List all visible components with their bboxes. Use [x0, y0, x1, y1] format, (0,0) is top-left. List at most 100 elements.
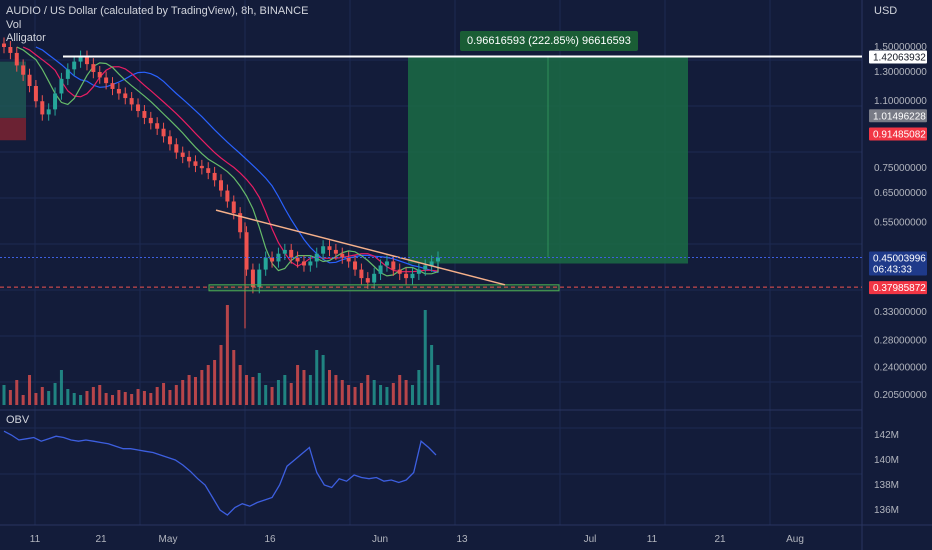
candle-body: [219, 180, 223, 191]
candle-body: [225, 190, 230, 202]
candle-body: [353, 261, 358, 270]
price-tag-value: 0.37985872: [873, 283, 926, 294]
volume-bar: [213, 360, 217, 405]
candle-body: [282, 249, 287, 254]
candle-body: [436, 257, 440, 262]
price-tick-label: 0.33000000: [874, 307, 927, 318]
price-tag-value: 1.01496228: [873, 111, 926, 122]
volume-bar: [366, 375, 370, 405]
candle-body: [193, 161, 198, 166]
volume-bar: [328, 370, 331, 405]
volume-bar: [340, 380, 344, 405]
time-tick-label: 11: [647, 534, 658, 545]
volume-bar: [379, 385, 383, 405]
volume-bar: [59, 370, 63, 405]
volume-bar: [85, 391, 89, 405]
candle-body: [174, 144, 179, 153]
price-tag-bg: [869, 251, 927, 276]
volume-bar: [206, 365, 210, 405]
volume-bar: [15, 380, 19, 405]
volume-bar: [47, 391, 51, 405]
volume-bar: [79, 395, 83, 405]
volume-bar: [123, 392, 127, 405]
volume-bar: [162, 383, 166, 405]
candle-body: [365, 278, 370, 283]
obv-tick-label: 140M: [874, 455, 899, 466]
position-label[interactable]: 0.96616593 (222.85%) 96616593: [460, 31, 638, 51]
candle-body: [346, 257, 351, 262]
volume-bar: [334, 375, 338, 405]
volume-bar: [315, 350, 319, 405]
time-tick-label: 21: [714, 534, 726, 545]
candle-body: [167, 136, 172, 145]
candle-body: [321, 246, 326, 254]
volume-bar: [385, 387, 389, 405]
candle-body: [429, 261, 434, 266]
candle-body: [123, 93, 128, 99]
volume-indicator-label[interactable]: Vol: [6, 19, 22, 31]
volume-bar: [417, 370, 421, 405]
alligator-jaw-line: [35, 46, 439, 273]
time-tick-label: May: [159, 534, 178, 545]
price-tick-label: 0.55000000: [874, 217, 927, 228]
candle-body: [295, 257, 300, 262]
candle-body: [244, 232, 249, 270]
volume-bar: [104, 393, 108, 405]
candle-body: [59, 78, 64, 94]
volume-bar: [8, 390, 12, 405]
candle-body: [327, 246, 332, 250]
candle-body: [2, 43, 6, 47]
volume-bar: [219, 345, 223, 405]
volume-bar: [174, 385, 178, 405]
candle-body: [104, 77, 109, 84]
alligator-lips-line: [16, 46, 439, 277]
volume-bar: [410, 385, 414, 405]
candle-body: [53, 93, 58, 110]
candle-body: [187, 156, 192, 162]
candle-body: [129, 98, 134, 105]
volume-bar: [398, 375, 402, 405]
volume-bar: [251, 377, 255, 405]
obv-tick-label: 136M: [874, 505, 899, 516]
candle-body: [270, 257, 275, 262]
chart-drawings[interactable]: [0, 55, 862, 292]
volume-bar: [225, 305, 229, 405]
volume-bar: [391, 383, 395, 405]
volume-bar: [111, 395, 114, 405]
volume-bar: [98, 385, 102, 405]
symbol-title[interactable]: AUDIO / US Dollar (calculated by Trading…: [6, 5, 309, 17]
price-tick-label: 0.20500000: [874, 390, 927, 401]
volume-bar: [232, 350, 236, 405]
price-tick-label: 1.10000000: [874, 96, 927, 107]
time-tick-label: Jul: [584, 534, 597, 545]
volume-bar: [296, 365, 300, 405]
candle-body: [359, 269, 364, 279]
price-axis: 1.50000000 1.30000000 1.10000000 0.75000000…: [869, 42, 927, 401]
price-tick-label: 1.50000000: [874, 42, 927, 53]
candle-body: [333, 249, 338, 254]
candle-body: [206, 168, 211, 173]
alligator-teeth-line: [22, 46, 439, 273]
candle-body: [116, 88, 121, 94]
candle-body: [391, 261, 396, 270]
alligator-indicator-label[interactable]: Alligator: [6, 32, 46, 44]
obv-indicator-label[interactable]: OBV: [6, 414, 30, 426]
volume-bar: [155, 387, 159, 405]
candle-body: [14, 52, 19, 66]
candle-body: [78, 56, 83, 62]
candle-body: [72, 61, 77, 70]
currency-label[interactable]: USD: [874, 5, 898, 17]
volume-bar: [257, 373, 261, 405]
candle-body: [65, 69, 70, 79]
volume-bar: [359, 383, 363, 405]
price-candles: [2, 37, 440, 329]
volume-bar: [28, 375, 32, 405]
candle-body: [142, 111, 147, 118]
candle-body: [397, 269, 402, 274]
volume-bar: [436, 365, 440, 405]
volume-bar: [142, 391, 146, 405]
time-tick-label: Aug: [786, 534, 804, 545]
candle-body: [8, 47, 13, 53]
candle-body: [289, 249, 294, 258]
